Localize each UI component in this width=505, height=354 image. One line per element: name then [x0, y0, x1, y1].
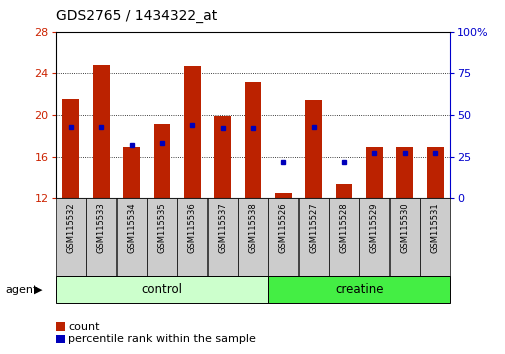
- FancyBboxPatch shape: [359, 198, 389, 276]
- FancyBboxPatch shape: [116, 198, 146, 276]
- Text: count: count: [68, 322, 99, 332]
- Bar: [154, 124, 170, 198]
- Text: GSM115529: GSM115529: [369, 202, 378, 253]
- FancyBboxPatch shape: [86, 198, 116, 276]
- FancyBboxPatch shape: [419, 198, 449, 276]
- Bar: [93, 65, 110, 198]
- Bar: [123, 147, 139, 198]
- Text: GSM115532: GSM115532: [66, 202, 75, 253]
- Text: GSM115536: GSM115536: [187, 202, 196, 253]
- FancyBboxPatch shape: [207, 198, 237, 276]
- Text: GSM115526: GSM115526: [278, 202, 287, 253]
- FancyBboxPatch shape: [146, 198, 177, 276]
- FancyBboxPatch shape: [56, 198, 86, 276]
- FancyBboxPatch shape: [237, 198, 268, 276]
- Text: GSM115531: GSM115531: [430, 202, 439, 253]
- Text: ▶: ▶: [34, 285, 42, 295]
- Text: GSM115530: GSM115530: [399, 202, 409, 253]
- FancyBboxPatch shape: [268, 198, 298, 276]
- FancyBboxPatch shape: [298, 198, 328, 276]
- Text: GSM115534: GSM115534: [127, 202, 136, 253]
- Text: GSM115533: GSM115533: [96, 202, 106, 253]
- Text: control: control: [141, 283, 182, 296]
- Bar: [184, 66, 200, 198]
- Bar: [63, 99, 79, 198]
- Bar: [305, 101, 322, 198]
- FancyBboxPatch shape: [328, 198, 359, 276]
- Text: GSM115535: GSM115535: [157, 202, 166, 253]
- Bar: [214, 116, 230, 198]
- FancyBboxPatch shape: [389, 198, 419, 276]
- FancyBboxPatch shape: [268, 276, 449, 303]
- Text: percentile rank within the sample: percentile rank within the sample: [68, 334, 256, 344]
- Text: creatine: creatine: [334, 283, 383, 296]
- Text: agent: agent: [5, 285, 37, 295]
- Text: GDS2765 / 1434322_at: GDS2765 / 1434322_at: [56, 9, 217, 23]
- Bar: [396, 147, 413, 198]
- Text: GSM115538: GSM115538: [248, 202, 257, 253]
- Bar: [244, 82, 261, 198]
- FancyBboxPatch shape: [177, 198, 207, 276]
- Bar: [366, 147, 382, 198]
- Bar: [275, 193, 291, 198]
- FancyBboxPatch shape: [56, 276, 268, 303]
- Text: GSM115527: GSM115527: [309, 202, 318, 253]
- Bar: [426, 147, 443, 198]
- Text: GSM115537: GSM115537: [218, 202, 227, 253]
- Text: GSM115528: GSM115528: [339, 202, 348, 253]
- Bar: [335, 184, 352, 198]
